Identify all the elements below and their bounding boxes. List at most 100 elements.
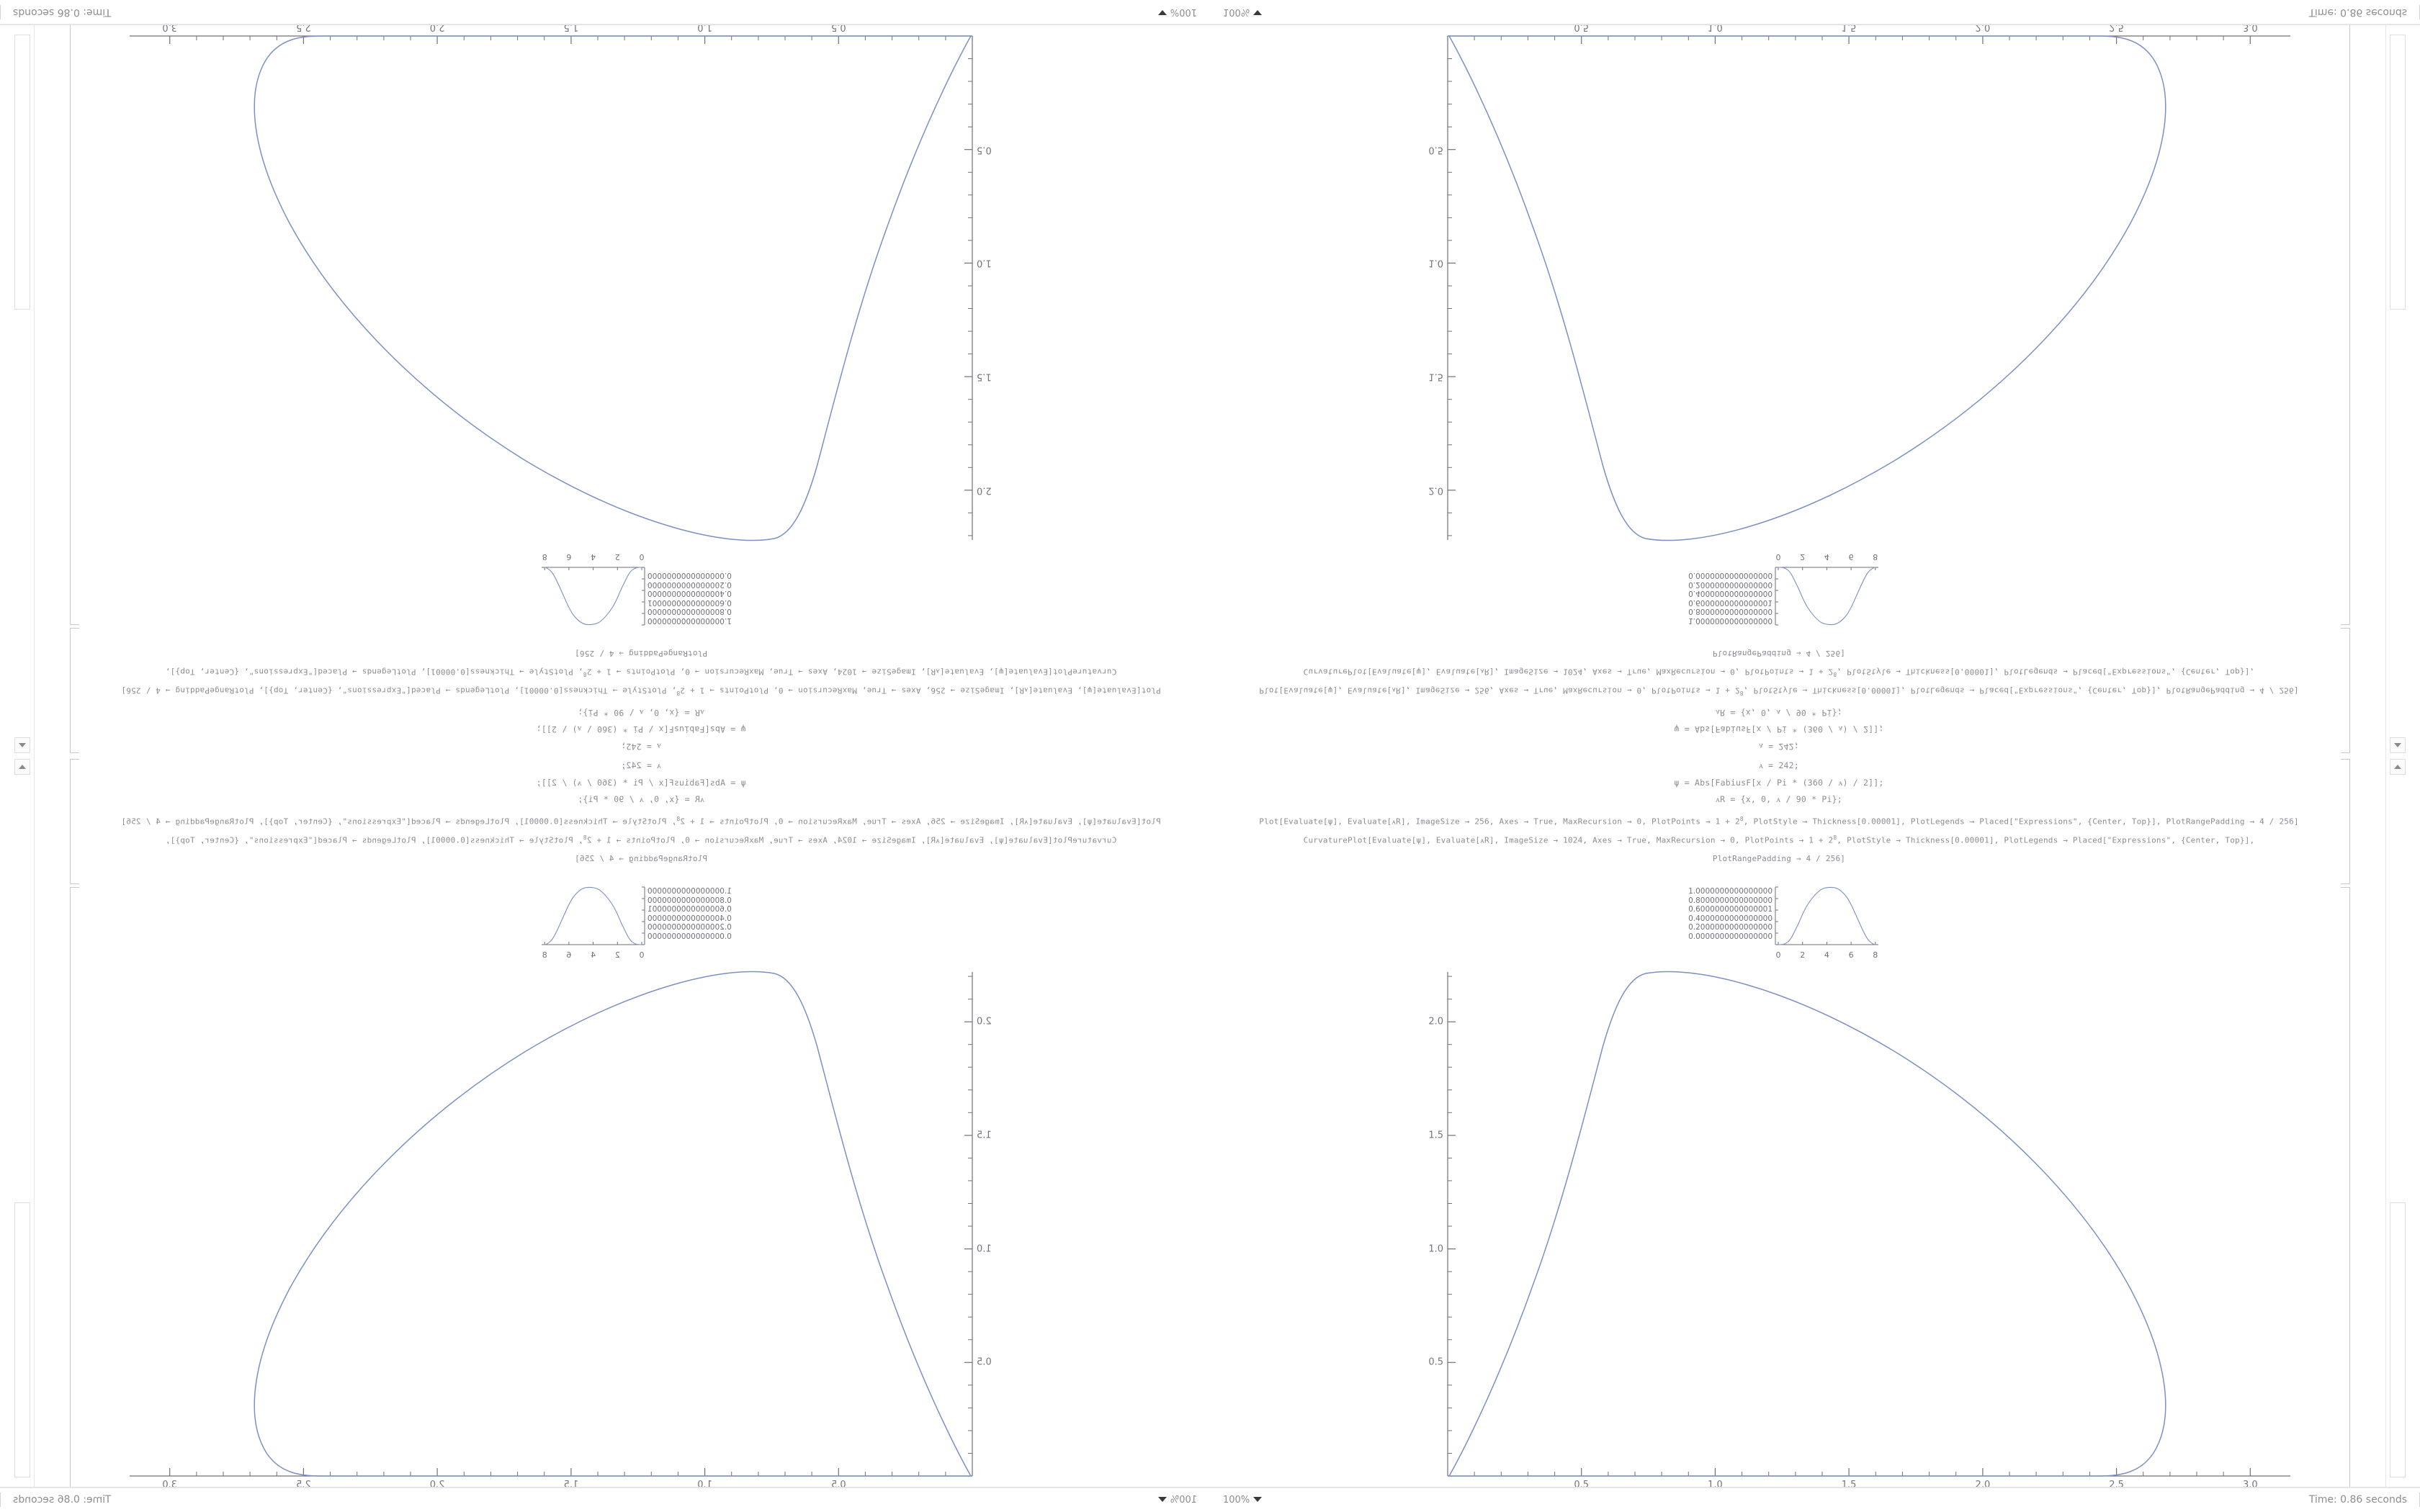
scroll-up-button[interactable] <box>14 759 30 775</box>
code-line-a-assign: ᴀ = 242; <box>1759 760 1799 770</box>
mini-y-tick-6: 0.0000000000000000 <box>1688 932 1773 941</box>
code-line-psi: ψ = Abs[FabiusF[x / Pi * (360 / ᴀ) / 2]]… <box>1674 777 1884 788</box>
mini-x-tick-0: 0 <box>639 552 645 562</box>
quadrant-top-right: ᴀ = 242; ψ = Abs[FabiusF[x / Pi * (360 /… <box>1210 0 2420 756</box>
code-line-plot: Plot[Evaluate[ψ], Evaluate[ᴀR], ImageSiz… <box>72 685 1210 708</box>
code-plot-exponent: 8 <box>1739 815 1744 822</box>
legend-mini-plot: 1.0000000000000000 0.8000000000000000 0.60… <box>541 552 732 626</box>
chevron-down-icon[interactable] <box>1158 1497 1167 1502</box>
output-cell-bracket[interactable] <box>70 22 79 625</box>
mini-plot-svg <box>542 567 645 626</box>
code-line-curvature-padding: PlotRangePadding → 4 / 256] <box>1712 853 1846 863</box>
big-y-tick-1-5: 1.5 <box>1428 1130 1443 1141</box>
code-line-psi: ψ = Abs[FabiusF[x / Pi * (360 / ᴀ) / 2]]… <box>1674 724 1884 735</box>
code-line-plot: Plot[Evaluate[ψ], Evaluate[ᴀR], ImageSiz… <box>72 804 1210 827</box>
mini-x-tick-8: 8 <box>542 950 547 960</box>
big-y-tick-1-5: 1.5 <box>977 1130 992 1141</box>
curvature-plot: 0.5 1.0 1.5 2.0 0.5 1.0 1.5 2.0 2.5 3.0 <box>130 971 992 1490</box>
mini-x-tick-2: 2 <box>614 950 620 960</box>
mini-x-tick-8: 8 <box>1873 552 1878 562</box>
vertical-scrollbar[interactable] <box>12 23 35 756</box>
code-line-range: ᴀR = {x, 0, ᴀ / 90 * Pi}; <box>1716 794 1842 804</box>
chevron-down-icon[interactable] <box>1158 10 1167 15</box>
input-code-cell[interactable]: ᴀ = 242; ψ = Abs[FabiusF[x / Pi * (360 /… <box>72 760 1210 863</box>
code-curv-part-b: , PlotStyle → Thickness[0.00001], PlotLe… <box>1837 835 2255 845</box>
mini-x-tick-6: 6 <box>1848 552 1854 562</box>
big-y-tick-1-0: 1.0 <box>1428 257 1443 269</box>
code-line-curvatureplot: CurvaturePlot[Evaluate[ψ], Evaluate[ᴀR],… <box>1210 667 2348 687</box>
code-line-psi: ψ = Abs[FabiusF[x / Pi * (360 / ᴀ) / 2]]… <box>536 777 746 788</box>
mini-x-tick-6: 6 <box>1848 950 1854 960</box>
mini-x-tick-8: 8 <box>1873 950 1878 960</box>
caret-up-icon <box>19 743 26 747</box>
caret-up-icon <box>2394 765 2401 769</box>
input-code-cell[interactable]: ᴀ = 242; ψ = Abs[FabiusF[x / Pi * (360 /… <box>1210 760 2348 863</box>
code-line-plot: Plot[Evaluate[ψ], Evaluate[ᴀR], ImageSiz… <box>1210 804 2348 827</box>
big-y-tick-1-5: 1.5 <box>1428 371 1443 382</box>
scroll-thumb[interactable] <box>14 35 30 310</box>
zoom-level-label[interactable]: 100% <box>1223 6 1250 18</box>
scroll-thumb[interactable] <box>2390 1202 2406 1477</box>
quadrant-bottom-left: ᴀ = 242; ψ = Abs[FabiusF[x / Pi * (360 /… <box>0 756 1210 1512</box>
mini-y-tick-2: 0.8000000000000000 <box>1688 607 1773 616</box>
code-line-a-assign: ᴀ = 242; <box>621 742 661 752</box>
mini-plot-y-ticklabels: 1.0000000000000000 0.8000000000000000 0.60… <box>1688 887 1775 942</box>
code-plot-part-b: , PlotStyle → Thickness[0.00001], PlotLe… <box>1743 816 2299 827</box>
scroll-thumb[interactable] <box>2390 35 2406 310</box>
mini-y-tick-3: 0.6000000000000001 <box>647 905 732 914</box>
notebook-panel: ᴀ = 242; ψ = Abs[FabiusF[x / Pi * (360 /… <box>1210 0 2420 756</box>
code-curv-part-b: , PlotStyle → Thickness[0.00001], PlotLe… <box>165 667 583 677</box>
vertical-scrollbar[interactable] <box>2385 23 2408 756</box>
notebook-panel: ᴀ = 242; ψ = Abs[FabiusF[x / Pi * (360 /… <box>0 756 1210 1512</box>
notebook-page: ᴀ = 242; ψ = Abs[FabiusF[x / Pi * (360 /… <box>35 756 1210 1490</box>
code-line-curvature-padding: PlotRangePadding → 4 / 256] <box>574 649 708 659</box>
scroll-up-button[interactable] <box>2390 759 2406 775</box>
big-y-tick-1-0: 1.0 <box>977 1243 992 1255</box>
caret-up-icon <box>19 765 26 769</box>
input-cell-bracket[interactable] <box>2341 628 2350 753</box>
chevron-down-icon[interactable] <box>1253 10 1262 15</box>
input-cell-bracket[interactable] <box>70 628 79 753</box>
mini-x-tick-6: 6 <box>566 552 572 562</box>
mini-y-tick-6: 0.0000000000000000 <box>647 571 732 580</box>
output-cell-bracket[interactable] <box>2341 22 2350 625</box>
curvature-plot: 0.5 1.0 1.5 2.0 0.5 1.0 1.5 2.0 2.5 3.0 <box>1428 971 2290 1490</box>
mini-y-tick-6: 0.0000000000000000 <box>647 932 732 941</box>
curvature-plot-svg <box>130 35 973 541</box>
mini-y-tick-3: 0.6000000000000001 <box>647 598 732 607</box>
input-cell-bracket[interactable] <box>2341 759 2350 884</box>
zoom-level-label[interactable]: 100% <box>1170 1494 1197 1506</box>
notebook-page: ᴀ = 242; ψ = Abs[FabiusF[x / Pi * (360 /… <box>1210 756 2385 1490</box>
scroll-thumb[interactable] <box>14 1202 30 1477</box>
notebook-panel: ᴀ = 242; ψ = Abs[FabiusF[x / Pi * (360 /… <box>1210 756 2420 1512</box>
input-code-cell[interactable]: ᴀ = 242; ψ = Abs[FabiusF[x / Pi * (360 /… <box>1210 649 2348 752</box>
mini-x-tick-0: 0 <box>1775 552 1781 562</box>
scroll-up-button[interactable] <box>14 737 30 753</box>
mini-y-tick-5: 0.2000000000000000 <box>647 923 732 932</box>
legend-mini-plot: 1.0000000000000000 0.8000000000000000 0.60… <box>1688 552 1879 626</box>
code-curv-part-a: CurvaturePlot[Evaluate[ψ], Evaluate[ᴀR],… <box>1303 667 1834 677</box>
mini-x-tick-0: 0 <box>639 950 645 960</box>
input-cell-bracket[interactable] <box>70 759 79 884</box>
scroll-up-button[interactable] <box>2390 737 2406 753</box>
caret-up-icon <box>2394 743 2401 747</box>
curvature-plot-svg <box>1447 35 2290 541</box>
vertical-scrollbar[interactable] <box>2385 756 2408 1489</box>
mini-y-tick-4: 0.4000000000000000 <box>647 914 732 923</box>
output-cell-bracket[interactable] <box>2341 887 2350 1490</box>
input-code-cell[interactable]: ᴀ = 242; ψ = Abs[FabiusF[x / Pi * (360 /… <box>72 649 1210 752</box>
vertical-scrollbar[interactable] <box>12 756 35 1489</box>
zoom-level-label[interactable]: 100% <box>1170 6 1197 18</box>
code-line-curvatureplot: CurvaturePlot[Evaluate[ψ], Evaluate[ᴀR],… <box>72 667 1210 687</box>
big-y-tick-2-0: 2.0 <box>1428 1016 1443 1027</box>
zoom-level-label[interactable]: 100% <box>1223 1494 1250 1506</box>
code-plot-part-a: Plot[Evaluate[ψ], Evaluate[ᴀR], ImageSiz… <box>680 685 1161 696</box>
code-curv-part-b: , PlotStyle → Thickness[0.00001], PlotLe… <box>1837 667 2255 677</box>
code-line-a-assign: ᴀ = 242; <box>621 760 661 770</box>
big-y-tick-0-5: 0.5 <box>977 1356 992 1368</box>
quadrant-top-left: ᴀ = 242; ψ = Abs[FabiusF[x / Pi * (360 /… <box>0 0 1210 756</box>
code-line-curvatureplot: CurvaturePlot[Evaluate[ψ], Evaluate[ᴀR],… <box>1210 825 2348 845</box>
chevron-down-icon[interactable] <box>1253 1497 1262 1502</box>
output-cell-bracket[interactable] <box>70 887 79 1490</box>
code-line-curvature-padding: PlotRangePadding → 4 / 256] <box>574 853 708 863</box>
